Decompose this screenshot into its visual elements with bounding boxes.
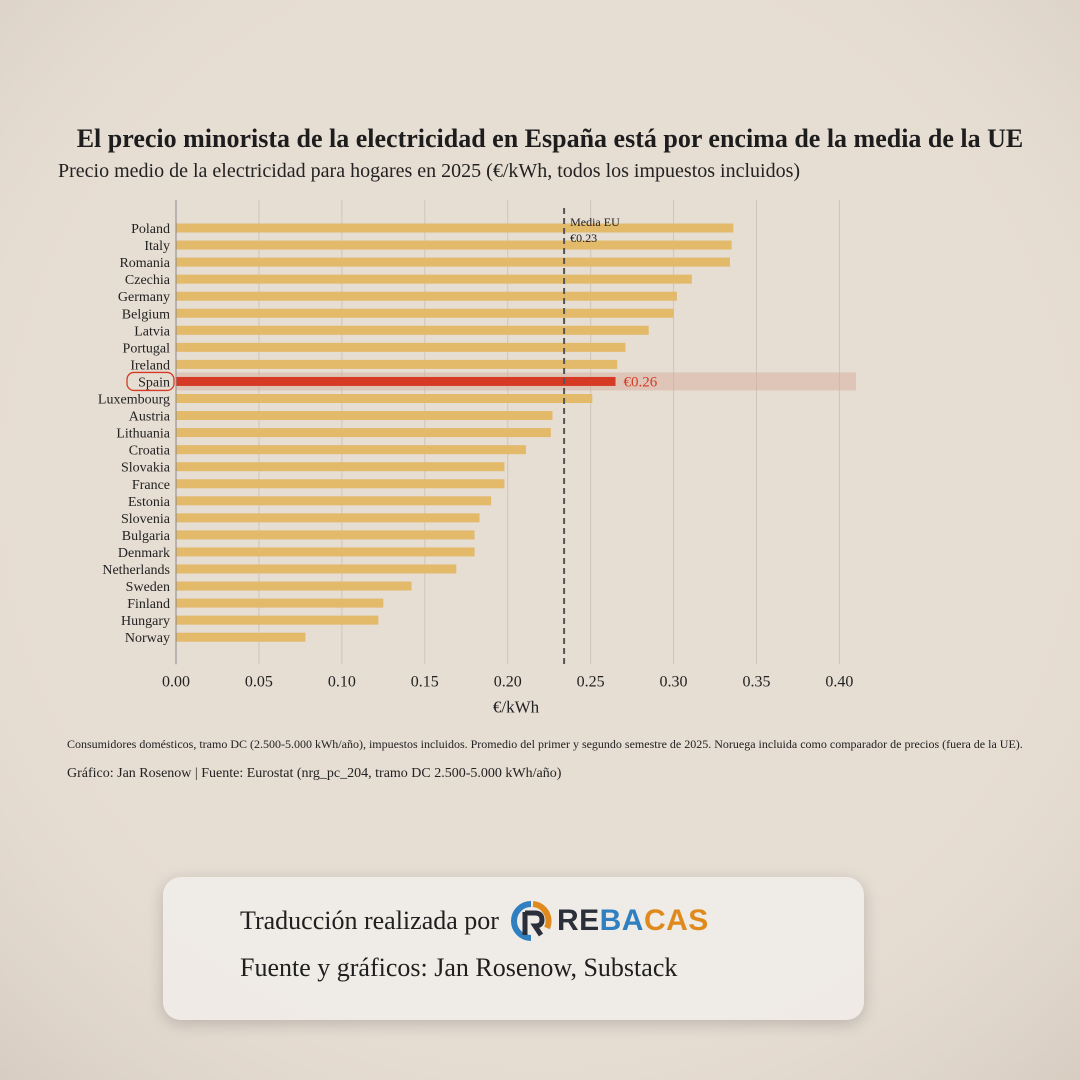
bar-slovakia — [176, 462, 505, 472]
category-label-netherlands: Netherlands — [102, 563, 170, 578]
category-label-spain: Spain — [138, 375, 170, 390]
bar-romania — [176, 257, 730, 267]
bar-denmark — [176, 547, 475, 557]
bar-lithuania — [176, 428, 551, 438]
bar-bulgaria — [176, 530, 475, 540]
x-tick-label: 0.00 — [162, 673, 190, 690]
highlight-label-box — [126, 371, 175, 392]
category-label-poland: Poland — [131, 222, 170, 237]
x-tick-label: 0.20 — [494, 673, 522, 690]
bar-norway — [176, 632, 306, 642]
category-label-portugal: Portugal — [123, 341, 171, 356]
category-label-france: France — [132, 478, 170, 493]
source-credit: Gráfico: Jan Rosenow | Fuente: Eurostat … — [67, 766, 562, 781]
x-tick-label: 0.05 — [245, 673, 273, 690]
bar-luxembourg — [176, 394, 593, 403]
eu-average-value: €0.23 — [570, 231, 597, 245]
category-label-italy: Italy — [144, 239, 170, 254]
eu-average-label: Media EU — [570, 215, 620, 229]
category-label-ireland: Ireland — [130, 358, 170, 373]
category-label-latvia: Latvia — [134, 324, 171, 339]
bar-chart: Poland Italy Romania Czechia Germany Belgium L… — [98, 200, 856, 716]
category-label-romania: Romania — [119, 256, 170, 271]
source-line: Fuente y gráficos: Jan Rosenow, Substack — [240, 953, 678, 982]
bar-hungary — [176, 615, 379, 625]
bar-latvia — [176, 325, 649, 335]
category-label-austria: Austria — [129, 410, 171, 425]
category-label-luxembourg: Luxembourg — [98, 393, 170, 408]
category-label-sweden: Sweden — [126, 580, 170, 595]
category-label-slovenia: Slovenia — [121, 512, 171, 527]
chart-title: El precio minorista de la electricidad e… — [76, 124, 1024, 153]
bar-estonia — [176, 496, 492, 506]
category-label-czechia: Czechia — [125, 273, 171, 288]
chart-subtitle: Precio medio de la electricidad para hog… — [58, 160, 801, 182]
highlight-value-label: €0.26 — [624, 374, 658, 390]
bar-italy — [176, 240, 732, 250]
category-label-estonia: Estonia — [128, 495, 171, 510]
translation-card: Traducción realizada por REBACAS Fuente … — [163, 877, 864, 1020]
category-label-hungary: Hungary — [121, 614, 170, 629]
bar-germany — [176, 291, 677, 301]
x-axis-title: €/kWh — [493, 697, 540, 716]
footnote: Consumidores domésticos, tramo DC (2.500… — [67, 737, 1023, 751]
x-tick-label: 0.25 — [577, 673, 605, 690]
category-label-germany: Germany — [118, 290, 170, 305]
category-label-denmark: Denmark — [118, 546, 170, 561]
x-tick-label: 0.30 — [660, 673, 688, 690]
x-tick-label: 0.35 — [742, 673, 770, 690]
bar-spain — [176, 376, 616, 386]
bar-ireland — [176, 359, 618, 369]
x-tick-label: 0.40 — [825, 673, 853, 690]
bar-portugal — [176, 342, 626, 352]
rebacas-logo-icon — [510, 901, 552, 941]
translation-text: Traducción realizada por — [240, 906, 499, 935]
bar-sweden — [176, 581, 412, 591]
bar-finland — [176, 598, 384, 608]
bar-croatia — [176, 445, 526, 455]
category-label-slovakia: Slovakia — [121, 461, 171, 476]
bar-netherlands — [176, 564, 457, 574]
bar-france — [176, 479, 505, 489]
bar-belgium — [176, 308, 674, 318]
category-label-lithuania: Lithuania — [116, 427, 170, 442]
bar-austria — [176, 411, 553, 421]
category-label-finland: Finland — [127, 597, 170, 612]
x-tick-label: 0.10 — [328, 673, 356, 690]
category-label-belgium: Belgium — [122, 307, 170, 322]
bar-poland — [176, 223, 734, 233]
category-label-bulgaria: Bulgaria — [122, 529, 171, 544]
category-label-croatia: Croatia — [129, 444, 171, 459]
category-label-norway: Norway — [125, 631, 170, 646]
translation-line: Traducción realizada por REBACAS — [240, 901, 709, 941]
bar-slovenia — [176, 513, 480, 523]
rebacas-logo: REBACAS — [510, 901, 709, 941]
x-tick-label: 0.15 — [411, 673, 439, 690]
bar-czechia — [176, 274, 692, 284]
rebacas-wordmark: REBACAS — [556, 904, 709, 937]
